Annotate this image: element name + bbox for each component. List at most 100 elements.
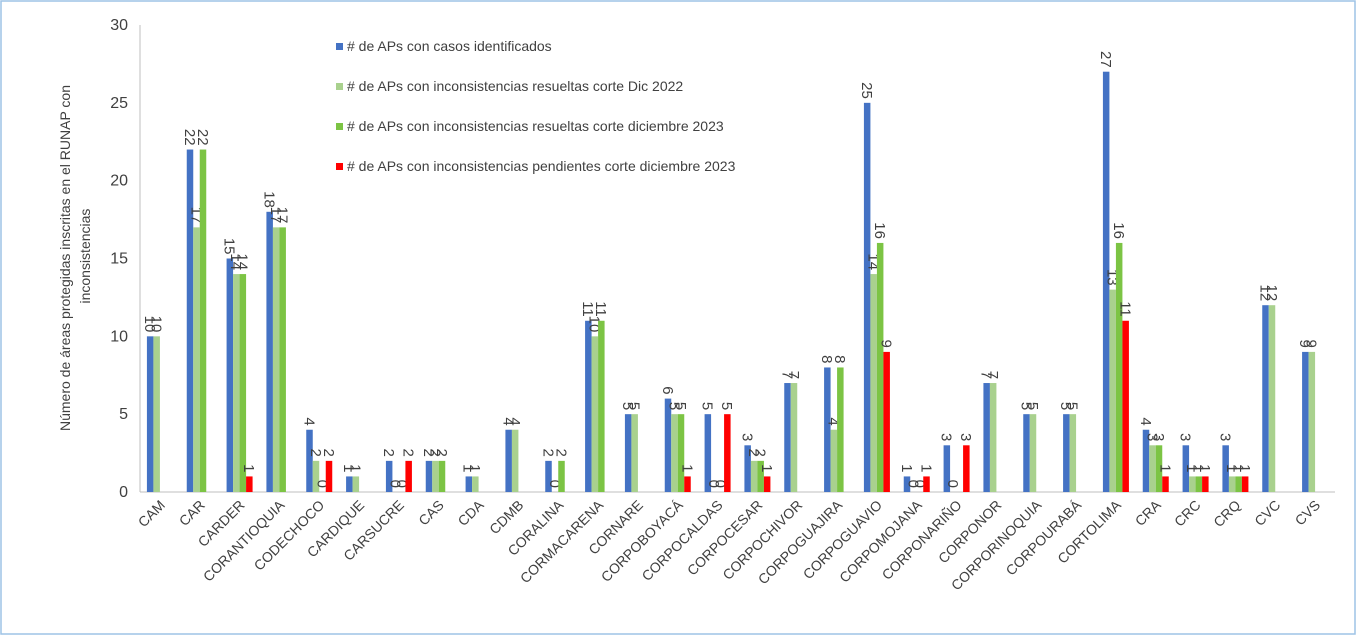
data-label: 3 xyxy=(1143,433,1160,441)
data-label: 5 xyxy=(1064,402,1081,410)
data-label: 9 xyxy=(1303,340,1320,348)
data-label: 1 xyxy=(347,464,364,472)
data-label: 0 xyxy=(944,480,961,488)
bar xyxy=(432,460,439,492)
bar xyxy=(863,102,871,492)
bar xyxy=(1029,414,1037,492)
data-label: 17 xyxy=(267,207,284,224)
y-tick-label: 10 xyxy=(110,328,128,345)
bar xyxy=(325,460,333,492)
bar xyxy=(425,460,433,492)
bar xyxy=(1149,445,1156,492)
bar xyxy=(790,383,798,492)
data-label: 1 xyxy=(1229,464,1246,472)
legend-label: # de APs con inconsistencias resueltas c… xyxy=(347,78,683,94)
bar xyxy=(1102,71,1110,492)
bar xyxy=(684,476,691,492)
bar xyxy=(903,476,911,492)
bar xyxy=(405,460,412,492)
bar xyxy=(146,336,154,492)
data-label: 3 xyxy=(938,433,955,441)
bar xyxy=(438,460,446,492)
data-label: 4 xyxy=(825,417,842,425)
data-label: 8 xyxy=(831,355,848,363)
bar xyxy=(724,414,731,492)
data-label: 7 xyxy=(984,371,1001,379)
data-label: 1 xyxy=(1183,464,1200,472)
data-label: 12 xyxy=(1263,285,1280,302)
data-label: 5 xyxy=(619,402,636,410)
bar xyxy=(963,445,970,492)
data-label: 1 xyxy=(758,464,775,472)
bar xyxy=(472,476,479,492)
data-label: 4 xyxy=(506,417,523,425)
legend-swatch xyxy=(336,123,343,130)
bar xyxy=(824,367,831,492)
bar xyxy=(352,476,360,492)
bar xyxy=(763,476,771,492)
data-label: 1 xyxy=(460,464,477,472)
bar xyxy=(385,460,393,492)
data-label: 1 xyxy=(678,464,695,472)
bar xyxy=(591,336,599,492)
bar xyxy=(837,367,844,492)
bar xyxy=(883,351,890,492)
bar xyxy=(876,242,884,492)
bar xyxy=(1268,305,1276,492)
data-label: 1 xyxy=(466,464,483,472)
data-label: 5 xyxy=(1017,402,1034,410)
bar xyxy=(239,274,247,492)
data-label: 16 xyxy=(871,222,888,239)
data-label: 0 xyxy=(705,480,722,488)
data-label: 2 xyxy=(320,449,337,457)
bar xyxy=(1202,476,1209,492)
bar xyxy=(943,445,951,492)
data-label: 5 xyxy=(718,402,735,410)
bar xyxy=(1195,476,1203,492)
bar xyxy=(1308,351,1316,492)
bar xyxy=(1023,414,1030,492)
data-label: 25 xyxy=(858,82,875,99)
data-label: 2 xyxy=(307,449,324,457)
data-label: 2 xyxy=(552,449,569,457)
y-tick-label: 5 xyxy=(119,406,128,423)
bar xyxy=(664,398,672,492)
data-label: 5 xyxy=(672,402,689,410)
data-label: 6 xyxy=(659,386,676,394)
data-label: 1 xyxy=(898,464,915,472)
bar xyxy=(1189,476,1196,492)
data-label: 0 xyxy=(313,480,330,488)
bar xyxy=(1222,445,1229,492)
data-label: 1 xyxy=(1156,464,1173,472)
bar xyxy=(631,414,638,492)
data-label: 11 xyxy=(1116,301,1133,317)
data-label: 3 xyxy=(1216,433,1233,441)
data-label: 1 xyxy=(1236,464,1253,472)
bar xyxy=(246,476,253,492)
bar xyxy=(1235,476,1242,492)
bar xyxy=(1302,351,1309,492)
data-label: 0 xyxy=(911,480,928,488)
data-label: 1 xyxy=(240,464,257,472)
bar xyxy=(279,227,286,492)
y-tick-label: 30 xyxy=(110,17,128,34)
data-label: 17 xyxy=(273,207,290,224)
data-label: 0 xyxy=(904,480,921,488)
bar xyxy=(226,258,234,492)
data-label: 16 xyxy=(1110,222,1127,239)
data-label: 1 xyxy=(1223,464,1240,472)
data-label: 5 xyxy=(1024,402,1041,410)
bar xyxy=(558,460,565,492)
bar xyxy=(923,476,930,492)
data-label: 9 xyxy=(1296,340,1313,348)
bar xyxy=(598,320,605,492)
bar xyxy=(465,476,473,492)
data-label: 2 xyxy=(539,449,556,457)
bar xyxy=(704,414,712,492)
bar xyxy=(272,227,280,492)
legend-swatch xyxy=(336,83,343,90)
legend-label: # de APs con inconsistencias pendientes … xyxy=(347,158,736,174)
data-label: 1 xyxy=(340,464,357,472)
data-label: 0 xyxy=(386,480,403,488)
data-label: 18 xyxy=(260,191,277,208)
